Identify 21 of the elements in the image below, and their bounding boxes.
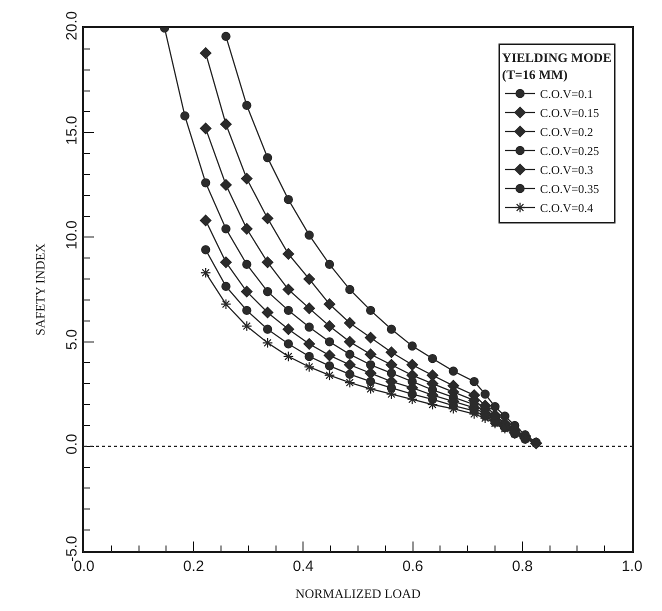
y-tick-label: 5.0 <box>63 329 80 350</box>
legend-label: C.O.V=0.15 <box>540 106 600 120</box>
x-tick-label: 0.6 <box>402 558 424 575</box>
y-tick-label: 15.0 <box>63 116 80 145</box>
y-tick-label: 10.0 <box>63 220 80 250</box>
x-axis-title: NORMALIZED LOAD <box>295 586 421 601</box>
legend-label: C.O.V=0.25 <box>540 144 600 158</box>
legend-label: C.O.V=0.4 <box>540 201 594 216</box>
legend-label: C.O.V=0.2 <box>540 125 594 140</box>
x-tick-label: 0.2 <box>183 558 204 575</box>
x-tick-label: 1.0 <box>622 558 642 575</box>
legend-label: C.O.V=0.3 <box>540 163 594 178</box>
x-tick-label: 0.8 <box>512 558 533 575</box>
y-tick-label: 0.0 <box>63 434 80 455</box>
legend-title: YIELDING MODE (T=16 MM) <box>502 50 612 82</box>
y-tick-label: 20.0 <box>63 11 80 40</box>
y-axis-title: SAFETY INDEX <box>32 242 48 336</box>
x-tick-label: 0.4 <box>292 558 314 575</box>
legend-label: C.O.V=0.35 <box>540 182 600 196</box>
legend-label: C.O.V=0.1 <box>540 87 594 102</box>
y-tick-label: -5.0 <box>63 536 80 562</box>
